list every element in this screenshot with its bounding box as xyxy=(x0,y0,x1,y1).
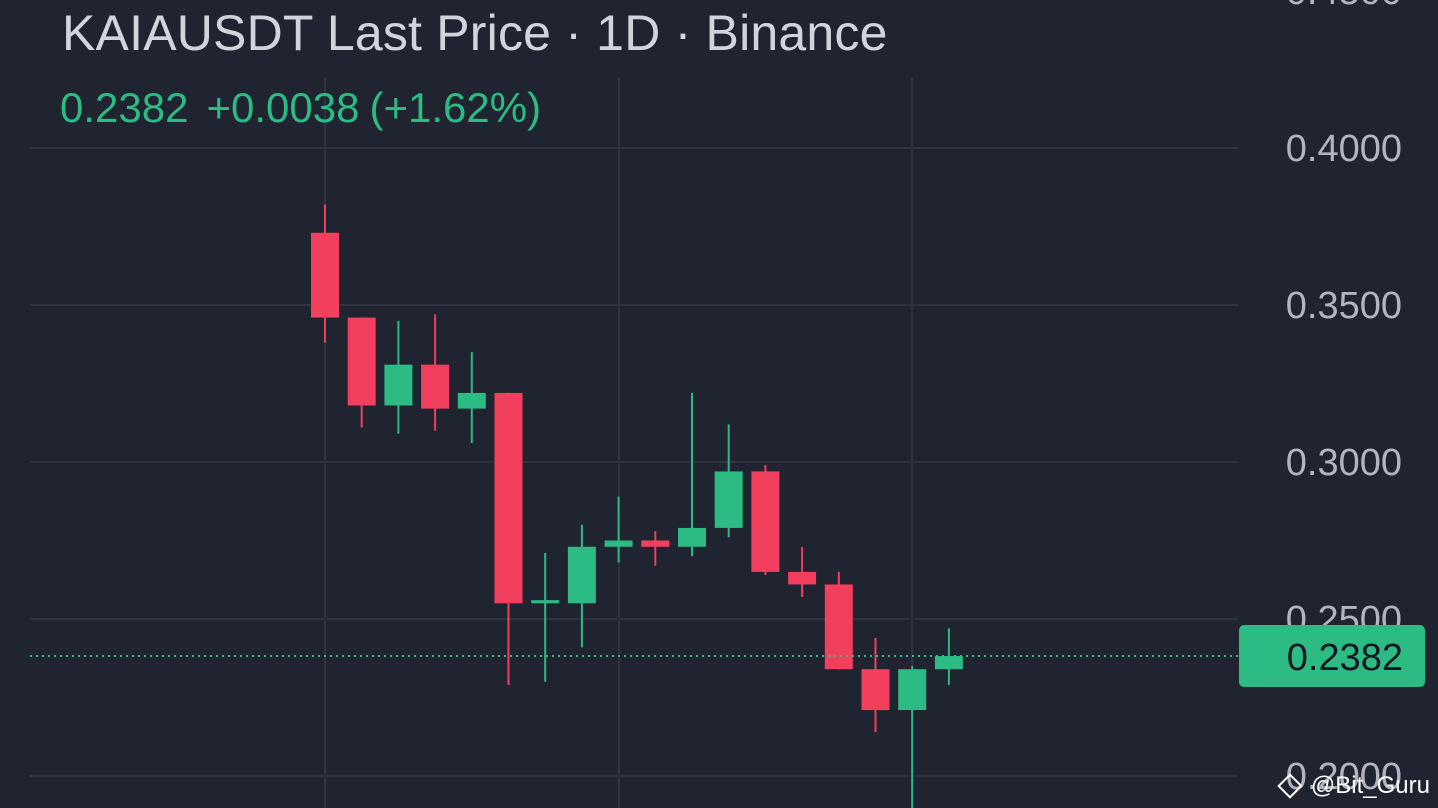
watermark-text: @Bit_Guru xyxy=(1310,772,1430,799)
last-price-tag-background xyxy=(1239,625,1425,688)
candle-body xyxy=(788,571,817,585)
last-price-tag-label: 0.2382 xyxy=(1287,637,1403,679)
candle-body xyxy=(714,471,743,528)
candle-body xyxy=(457,392,486,409)
candle xyxy=(824,571,853,670)
candle-body xyxy=(604,540,633,547)
candle-body xyxy=(641,540,670,547)
candle xyxy=(714,424,743,538)
candle-body xyxy=(347,317,376,406)
price-axis-tick-label: 0.4000 xyxy=(1286,128,1402,170)
last-price-tag: 0.2382 xyxy=(1239,625,1425,688)
candle xyxy=(384,320,413,434)
candle-body xyxy=(898,669,927,711)
candles xyxy=(311,204,963,808)
candle xyxy=(347,317,376,428)
binance-diamond-icon xyxy=(1277,773,1303,799)
candle xyxy=(788,546,817,598)
candle-body xyxy=(751,471,780,572)
candle xyxy=(494,392,523,685)
candle-body xyxy=(934,656,963,670)
candle xyxy=(861,637,890,733)
candle xyxy=(311,204,339,343)
candle-body xyxy=(311,232,339,318)
candle xyxy=(421,314,450,431)
candle xyxy=(457,352,486,444)
candle xyxy=(604,496,633,563)
last-price-value: 0.2382 xyxy=(60,84,189,131)
candle xyxy=(531,553,560,682)
price-axis-tick-label: 0.3500 xyxy=(1286,285,1402,327)
candle-body xyxy=(567,546,596,604)
candle-body xyxy=(494,392,523,604)
candle-body xyxy=(421,364,450,409)
price-axis-tick-label: 0.4500 xyxy=(1286,0,1402,13)
candle xyxy=(678,392,706,557)
candle-body xyxy=(678,527,706,547)
watermark: @Bit_Guru xyxy=(1277,772,1430,800)
price-axis-tick-label: 0.3000 xyxy=(1286,442,1402,484)
candle xyxy=(898,666,927,808)
price-axis[interactable]: 0.45000.40000.35000.30000.25000.20000.23… xyxy=(1239,0,1425,798)
grid-lines xyxy=(30,78,1238,808)
candle xyxy=(641,531,670,566)
chart-title: KAIAUSDT Last Price · 1D · Binance xyxy=(62,5,888,61)
price-change-value: +0.0038 xyxy=(206,84,360,131)
price-change-percent: (+1.62%) xyxy=(369,84,542,131)
candle-body xyxy=(531,600,560,604)
price-axis-tick-label: 0.2000 xyxy=(1286,756,1402,798)
candle-body xyxy=(861,669,890,711)
candle xyxy=(751,465,780,576)
price-quote: 0.2382 +0.0038 (+1.62%) xyxy=(60,84,559,132)
candle-body xyxy=(384,364,413,406)
candle xyxy=(567,524,596,648)
